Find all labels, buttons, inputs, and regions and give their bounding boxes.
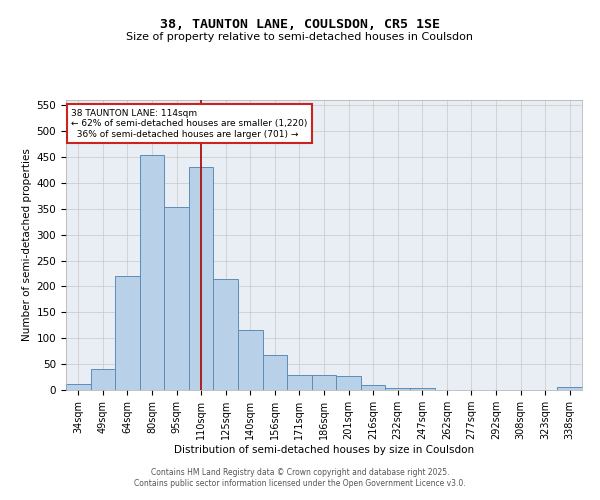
Bar bbox=[214, 278, 238, 390]
Bar bbox=[140, 156, 164, 390]
X-axis label: Distribution of semi-detached houses by size in Coulsdon: Distribution of semi-detached houses by … bbox=[174, 445, 474, 455]
Bar bbox=[263, 355, 287, 390]
Bar bbox=[115, 276, 140, 390]
Bar bbox=[361, 386, 385, 390]
Text: 38, TAUNTON LANE, COULSDON, CR5 1SE: 38, TAUNTON LANE, COULSDON, CR5 1SE bbox=[160, 18, 440, 30]
Y-axis label: Number of semi-detached properties: Number of semi-detached properties bbox=[22, 148, 32, 342]
Text: 38 TAUNTON LANE: 114sqm
← 62% of semi-detached houses are smaller (1,220)
  36% : 38 TAUNTON LANE: 114sqm ← 62% of semi-de… bbox=[71, 108, 308, 138]
Bar bbox=[91, 370, 115, 390]
Text: Size of property relative to semi-detached houses in Coulsdon: Size of property relative to semi-detach… bbox=[127, 32, 473, 42]
Bar bbox=[557, 388, 582, 390]
Bar bbox=[312, 375, 336, 390]
Bar bbox=[410, 388, 434, 390]
Bar bbox=[189, 168, 214, 390]
Bar bbox=[336, 376, 361, 390]
Bar bbox=[385, 388, 410, 390]
Bar bbox=[66, 384, 91, 390]
Text: Contains HM Land Registry data © Crown copyright and database right 2025.
Contai: Contains HM Land Registry data © Crown c… bbox=[134, 468, 466, 487]
Bar bbox=[238, 330, 263, 390]
Bar bbox=[287, 375, 312, 390]
Bar bbox=[164, 207, 189, 390]
